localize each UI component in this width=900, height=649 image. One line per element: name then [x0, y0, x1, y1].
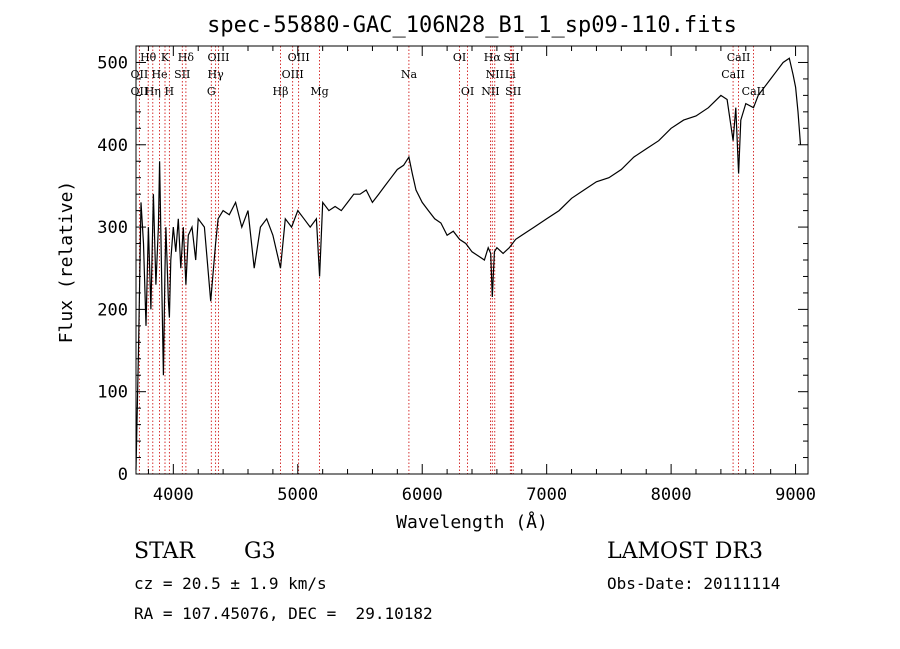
y-tick-label: 200	[97, 300, 128, 320]
x-axis-ticks: 4000 5000 6000 7000 8000 9000	[147, 46, 816, 505]
y-axis-ticks: 0 100 200 300 400 500	[97, 53, 808, 485]
y-tick-label: 100	[97, 383, 128, 403]
y-tick-label: 300	[97, 218, 128, 238]
line-label: OII	[131, 68, 149, 81]
line-label: OIII	[207, 51, 229, 64]
line-label: Hα	[484, 51, 502, 64]
y-tick-label: 500	[97, 53, 128, 73]
line-label: OI	[461, 85, 474, 98]
line-label: G	[207, 85, 216, 98]
line-label: Hγ	[208, 68, 225, 81]
line-label: OI	[453, 51, 466, 64]
x-tick-label: 9000	[775, 485, 816, 505]
line-label: H	[165, 85, 175, 98]
line-label: SII	[174, 68, 190, 81]
line-label: K	[161, 51, 170, 64]
object-subclass: G3	[244, 539, 276, 564]
line-label: OII	[131, 85, 149, 98]
line-label: Hβ	[273, 85, 289, 98]
line-label: NII	[481, 85, 499, 98]
y-axis-label: Flux (relative)	[56, 181, 77, 344]
x-tick-label: 4000	[153, 485, 194, 505]
line-label: SII	[503, 51, 519, 64]
plot-frame	[135, 45, 809, 475]
line-label: Hθ	[140, 51, 157, 64]
line-label: Hη	[145, 85, 161, 98]
y-tick-label: 400	[97, 136, 128, 156]
object-class: STAR	[134, 539, 195, 564]
x-tick-label: 5000	[277, 485, 318, 505]
line-label: CaII	[721, 68, 745, 81]
line-label: Na	[401, 68, 418, 81]
line-label: CaII	[727, 51, 751, 64]
line-label: OIII	[288, 51, 310, 64]
line-label: Mg	[310, 85, 328, 98]
redshift-readout: cz = 20.5 ± 1.9 km/s	[134, 574, 327, 593]
obs-date: Obs-Date: 20111114	[607, 574, 781, 593]
line-label: Hδ	[178, 51, 195, 64]
chart-title: spec-55880-GAC_106N28_B1_1_sp09-110.fits	[207, 13, 737, 38]
spectral-line-markers	[138, 46, 754, 474]
line-label: OIII	[282, 68, 304, 81]
x-axis-label: Wavelength (Å)	[396, 511, 548, 533]
survey-name: LAMOST DR3	[607, 539, 763, 564]
line-label: Li	[505, 68, 516, 81]
line-label: NII	[486, 68, 504, 81]
x-tick-label: 7000	[526, 485, 567, 505]
x-tick-label: 8000	[651, 485, 692, 505]
y-tick-label: 0	[118, 465, 128, 485]
line-label: SII	[505, 85, 521, 98]
line-label: He	[151, 68, 167, 81]
flux-series-line	[135, 57, 802, 470]
x-tick-label: 6000	[402, 485, 443, 505]
coordinates: RA = 107.45076, DEC = 29.10182	[134, 604, 433, 623]
